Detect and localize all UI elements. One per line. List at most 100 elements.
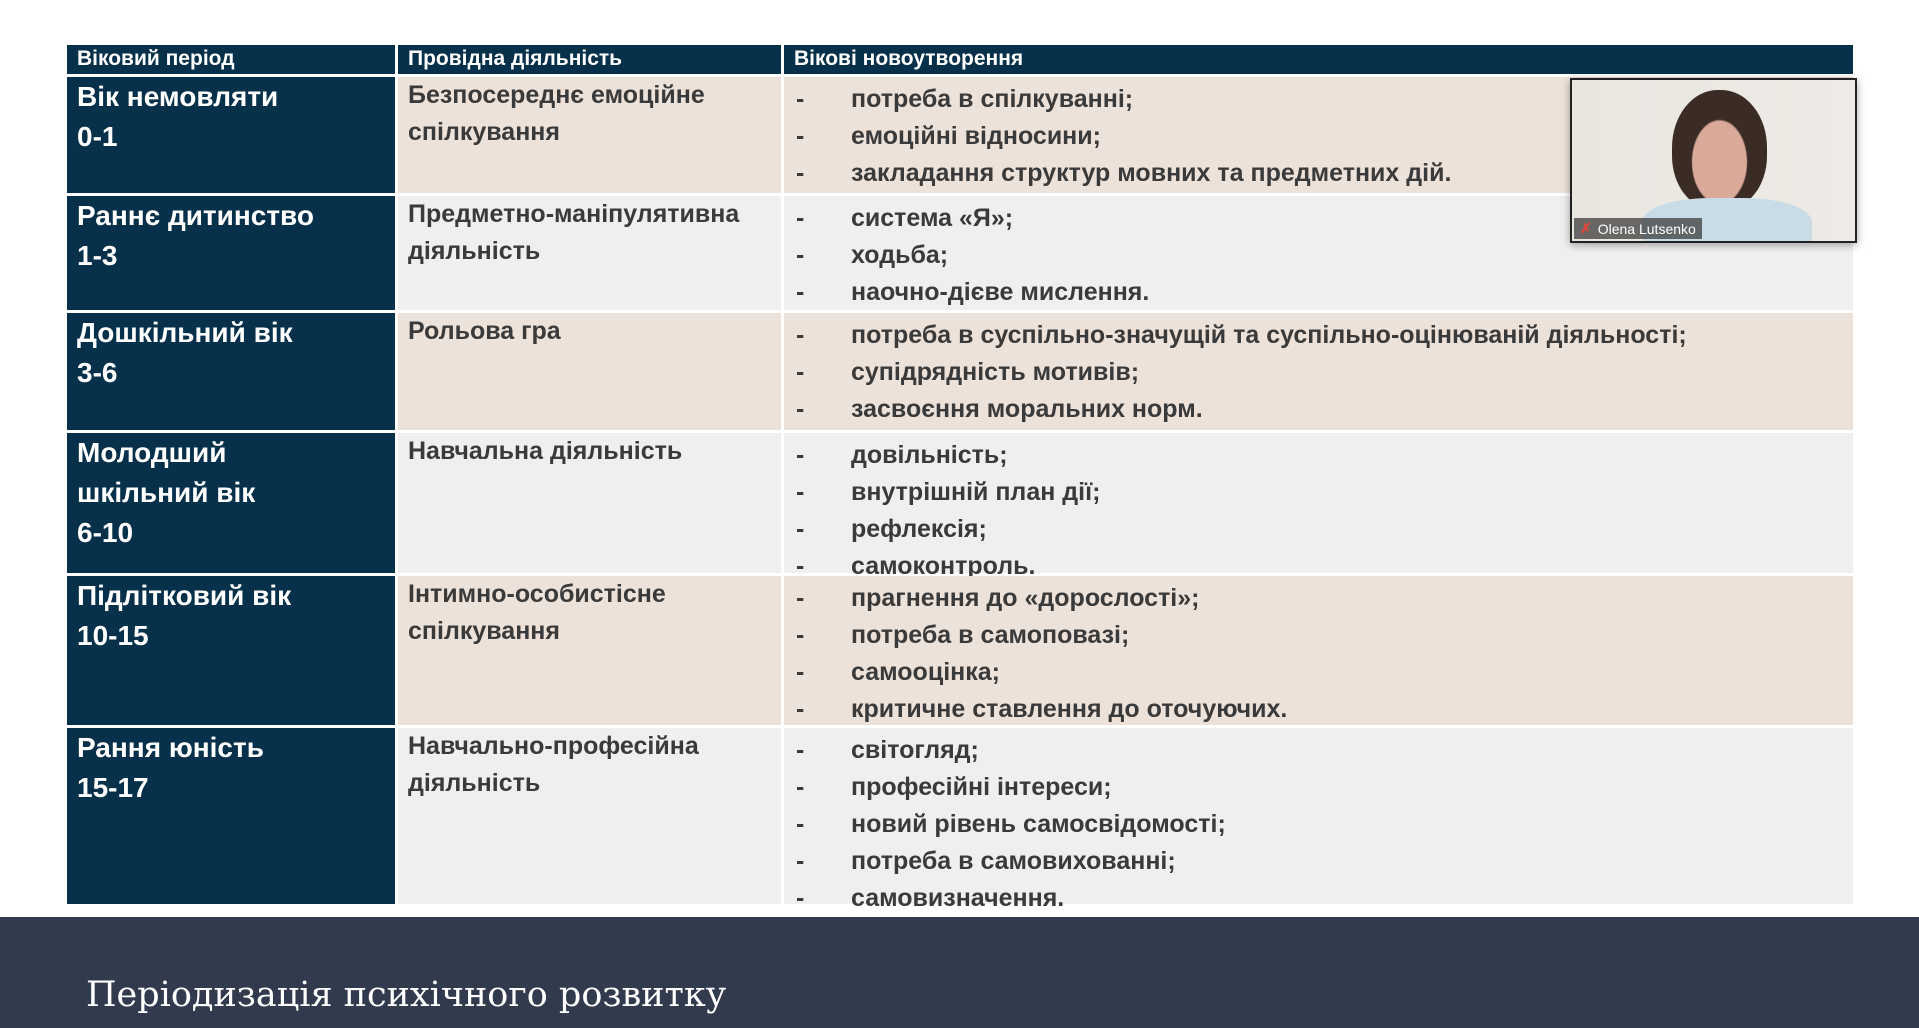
slide-footer bbox=[0, 917, 1919, 1028]
list-item: - потреба в самовихованні; bbox=[794, 843, 1843, 880]
list-item: - самооцінка; bbox=[794, 654, 1843, 691]
neoformations-cell: - прагнення до «дорослості»; - потреба в са… bbox=[784, 576, 1853, 725]
period-line: 15-17 bbox=[77, 772, 149, 803]
period-cell: Молодший шкільний вік 6-10 bbox=[67, 433, 395, 573]
item-text: професійні інтереси; bbox=[851, 773, 1112, 801]
bullet: - bbox=[796, 85, 805, 113]
period-cell: Вік немовляти 0-1 bbox=[67, 77, 395, 193]
table-header: Віковий період Провідна діяльність Віков… bbox=[67, 45, 1853, 74]
item-text: наочно-дієве мислення. bbox=[851, 278, 1150, 306]
bullet: - bbox=[796, 204, 805, 232]
list-item: - професійні інтереси; bbox=[794, 769, 1843, 806]
bullet: - bbox=[796, 773, 805, 801]
bullet: - bbox=[796, 621, 805, 649]
list-item: - система «Я»; bbox=[794, 200, 1843, 237]
bullet: - bbox=[796, 552, 805, 580]
periodization-table: Віковий період Провідна діяльність Віков… bbox=[67, 45, 1853, 912]
header-activity: Провідна діяльність bbox=[398, 45, 781, 74]
header-period: Віковий період bbox=[67, 45, 395, 74]
item-text: система «Я»; bbox=[851, 204, 1014, 232]
bullet: - bbox=[796, 159, 805, 187]
muted-mic-icon: ✗ bbox=[1580, 220, 1592, 236]
slide-title: Періодизація психічного розвитку bbox=[86, 975, 727, 1015]
bullet: - bbox=[796, 695, 805, 723]
header-neoformations: Вікові новоутворення bbox=[784, 45, 1853, 74]
item-text: потреба в спілкуванні; bbox=[851, 85, 1134, 113]
participant-name: Olena Lutsenko bbox=[1597, 220, 1696, 237]
activity-cell: Рольова гра bbox=[398, 313, 781, 430]
period-line: 3-6 bbox=[77, 357, 118, 388]
period-line: Рання юність bbox=[77, 732, 264, 763]
item-text: самовизначення. bbox=[851, 884, 1065, 912]
period-line: шкільний вік bbox=[77, 477, 256, 508]
item-text: рефлексія; bbox=[851, 515, 987, 543]
list-item: - потреба в самоповазі; bbox=[794, 617, 1843, 654]
bullet: - bbox=[796, 278, 805, 306]
bullet: - bbox=[796, 241, 805, 269]
list-item: - світогляд; bbox=[794, 732, 1843, 769]
activity-cell: Навчально-професійна діяльність bbox=[398, 728, 781, 904]
item-text: потреба в суспільно-значущій та суспільн… bbox=[851, 321, 1687, 349]
activity-cell: Предметно-маніпулятивна діяльність bbox=[398, 196, 781, 310]
item-text: потреба в самоповазі; bbox=[851, 621, 1130, 649]
neoformations-cell: - світогляд; - професійні інтереси; - новий р… bbox=[784, 728, 1853, 912]
participant-face bbox=[1672, 90, 1767, 210]
bullet: - bbox=[796, 358, 805, 386]
activity-cell: Інтимно-особистісне спілкування bbox=[398, 576, 781, 725]
period-line: Вік немовляти bbox=[77, 81, 279, 112]
item-text: критичне ставлення до оточуючих. bbox=[851, 695, 1288, 723]
period-cell: Дошкільний вік 3-6 bbox=[67, 313, 395, 430]
item-text: засвоєння моральних норм. bbox=[851, 395, 1203, 423]
list-item: - довільність; bbox=[794, 437, 1843, 474]
item-text: новий рівень самосвідомості; bbox=[851, 810, 1226, 838]
list-item: - супідрядність мотивів; bbox=[794, 354, 1843, 391]
bullet: - bbox=[796, 478, 805, 506]
bullet: - bbox=[796, 736, 805, 764]
participant-name-bar: ✗ Olena Lutsenko bbox=[1574, 218, 1702, 239]
period-line: Підлітковий вік bbox=[77, 580, 292, 611]
bullet: - bbox=[796, 441, 805, 469]
bullet: - bbox=[796, 122, 805, 150]
activity-cell: Безпосереднє емоційне спілкування bbox=[398, 77, 781, 193]
list-item: - внутрішній план дії; bbox=[794, 474, 1843, 511]
list-item: - критичне ставлення до оточуючих. bbox=[794, 691, 1843, 728]
list-item: - закладання структур мовних та предметни… bbox=[794, 155, 1843, 192]
list-item: - потреба в спілкуванні; bbox=[794, 81, 1843, 118]
bullet: - bbox=[796, 584, 805, 612]
item-text: ходьба; bbox=[851, 241, 949, 269]
item-text: світогляд; bbox=[851, 736, 979, 764]
table-row: Рання юність 15-17 Навчально-професійна ді… bbox=[67, 728, 1853, 912]
bullet: - bbox=[796, 395, 805, 423]
period-cell: Підлітковий вік 10-15 bbox=[67, 576, 395, 725]
period-line: 0-1 bbox=[77, 121, 118, 152]
bullet: - bbox=[796, 658, 805, 686]
period-line: Раннє дитинство bbox=[77, 200, 315, 231]
list-item: - ходьба; bbox=[794, 237, 1843, 274]
period-line: Дошкільний вік bbox=[77, 317, 293, 348]
item-text: закладання структур мовних та предметних… bbox=[851, 159, 1452, 187]
list-item: - потреба в суспільно-значущій та суспіль… bbox=[794, 317, 1843, 354]
period-cell: Рання юність 15-17 bbox=[67, 728, 395, 904]
bullet: - bbox=[796, 884, 805, 912]
neoformations-cell: - довільність; - внутрішній план дії; - рефле… bbox=[784, 433, 1853, 580]
item-text: самоконтроль. bbox=[851, 552, 1036, 580]
participant-video[interactable]: ✗ Olena Lutsenko bbox=[1570, 78, 1857, 243]
list-item: - емоційні відносини; bbox=[794, 118, 1843, 155]
list-item: - рефлексія; bbox=[794, 511, 1843, 548]
item-text: самооцінка; bbox=[851, 658, 1000, 686]
period-line: Молодший bbox=[77, 437, 227, 468]
table-row: Дошкільний вік 3-6 Рольова гра - потреба в с… bbox=[67, 313, 1853, 430]
table-row: Підлітковий вік 10-15 Інтимно-особистісне … bbox=[67, 576, 1853, 725]
item-text: внутрішній план дії; bbox=[851, 478, 1101, 506]
period-line: 1-3 bbox=[77, 240, 118, 271]
activity-cell: Навчальна діяльність bbox=[398, 433, 781, 573]
table-row: Молодший шкільний вік 6-10 Навчальна діяльн… bbox=[67, 433, 1853, 580]
bullet: - bbox=[796, 810, 805, 838]
item-text: прагнення до «дорослості»; bbox=[851, 584, 1200, 612]
list-item: - новий рівень самосвідомості; bbox=[794, 806, 1843, 843]
item-text: емоційні відносини; bbox=[851, 122, 1101, 150]
list-item: - самовизначення. bbox=[794, 880, 1843, 917]
bullet: - bbox=[796, 847, 805, 875]
item-text: потреба в самовихованні; bbox=[851, 847, 1176, 875]
period-cell: Раннє дитинство 1-3 bbox=[67, 196, 395, 310]
